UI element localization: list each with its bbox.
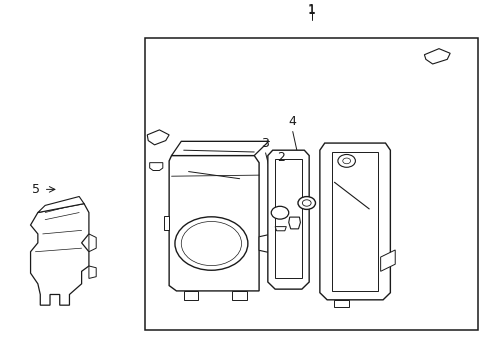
Polygon shape	[331, 152, 377, 291]
Polygon shape	[30, 204, 89, 305]
Polygon shape	[259, 234, 271, 253]
Polygon shape	[149, 163, 163, 171]
Circle shape	[337, 154, 355, 167]
Polygon shape	[171, 141, 268, 156]
Polygon shape	[183, 291, 198, 300]
Polygon shape	[232, 291, 246, 300]
Polygon shape	[275, 226, 286, 231]
Circle shape	[181, 221, 241, 266]
Text: 5: 5	[32, 183, 41, 196]
Polygon shape	[147, 130, 169, 145]
Polygon shape	[38, 197, 84, 212]
Text: 3: 3	[261, 136, 268, 149]
Polygon shape	[334, 300, 348, 307]
Circle shape	[342, 158, 350, 164]
Bar	[144, 38, 477, 330]
Polygon shape	[169, 156, 259, 291]
Circle shape	[302, 200, 310, 206]
Polygon shape	[380, 250, 394, 271]
Polygon shape	[288, 217, 300, 229]
Polygon shape	[164, 216, 169, 230]
Polygon shape	[267, 150, 308, 289]
Circle shape	[297, 197, 315, 210]
Text: 2: 2	[277, 151, 285, 164]
Circle shape	[271, 206, 288, 219]
Text: 1: 1	[307, 3, 315, 16]
Polygon shape	[319, 143, 389, 300]
Polygon shape	[89, 234, 96, 252]
Polygon shape	[275, 159, 301, 278]
Text: 1: 1	[307, 4, 315, 17]
Polygon shape	[424, 49, 449, 64]
Circle shape	[175, 217, 247, 270]
Polygon shape	[89, 266, 96, 278]
Text: 4: 4	[287, 115, 295, 128]
